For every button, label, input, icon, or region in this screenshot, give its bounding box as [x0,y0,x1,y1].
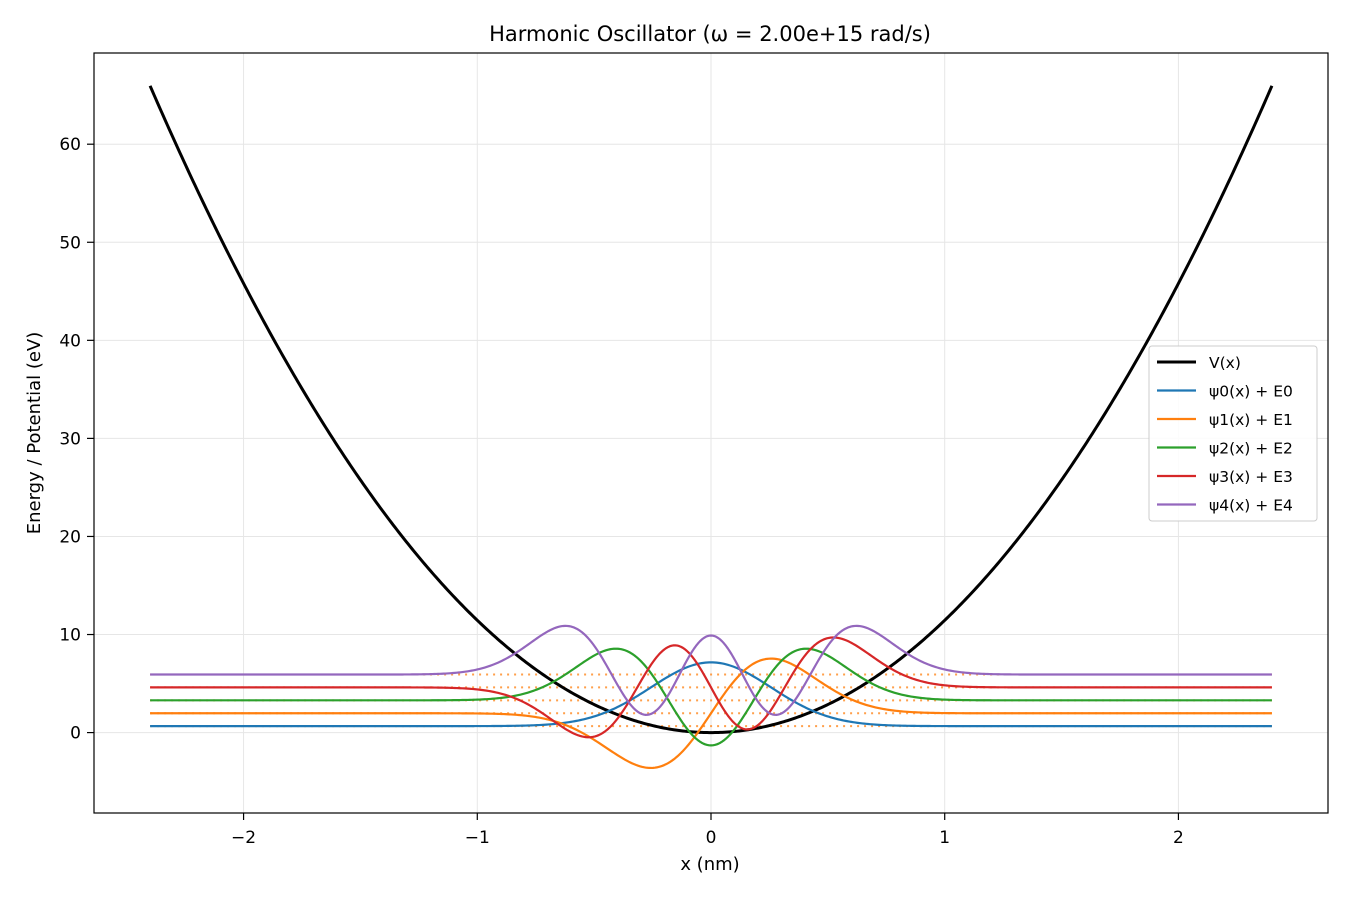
x-tick-label: −2 [231,828,256,848]
series-layer [148,85,1274,770]
x-tick-label: −1 [465,828,490,848]
y-tick-label: 30 [59,429,81,449]
legend-box [1148,345,1318,522]
y-axis-label: Energy / Potential (eV) [24,332,45,535]
legend-label-V(x): V(x) [1209,354,1241,372]
x-axis-label: x (nm) [680,854,739,875]
series-line-psi1 [150,657,1272,770]
series-line-psi0 [150,661,1272,728]
y-tick-label: 50 [59,233,81,253]
series-line-psi3 [150,636,1272,739]
y-tick-label: 10 [59,626,81,646]
x-tick-label: 1 [939,828,950,848]
series-line-psi4 [150,624,1272,716]
x-tick-label: 2 [1173,828,1184,848]
legend-label-psi3: ψ3(x) + E3 [1209,468,1293,486]
legend-label-psi0: ψ0(x) + E0 [1209,383,1293,401]
y-tick-label: 0 [70,724,81,744]
legend-label-psi4: ψ4(x) + E4 [1209,497,1293,515]
legend-label-psi2: ψ2(x) + E2 [1209,440,1293,458]
y-tick-label: 40 [59,331,81,351]
legend-label-psi1: ψ1(x) + E1 [1209,411,1293,429]
x-tick-label: 0 [706,828,717,848]
legend: V(x) ψ0(x) + E0 ψ1(x) + E1 ψ2(x) + E2 ψ3(x) … [1148,345,1318,522]
series-line-V(x) [148,85,1274,735]
chart-title: Harmonic Oscillator (ω = 2.00e+15 rad/s) [489,22,931,46]
y-tick-label: 20 [59,527,81,547]
series-line-psi2 [150,647,1272,747]
y-tick-label: 60 [59,135,81,155]
